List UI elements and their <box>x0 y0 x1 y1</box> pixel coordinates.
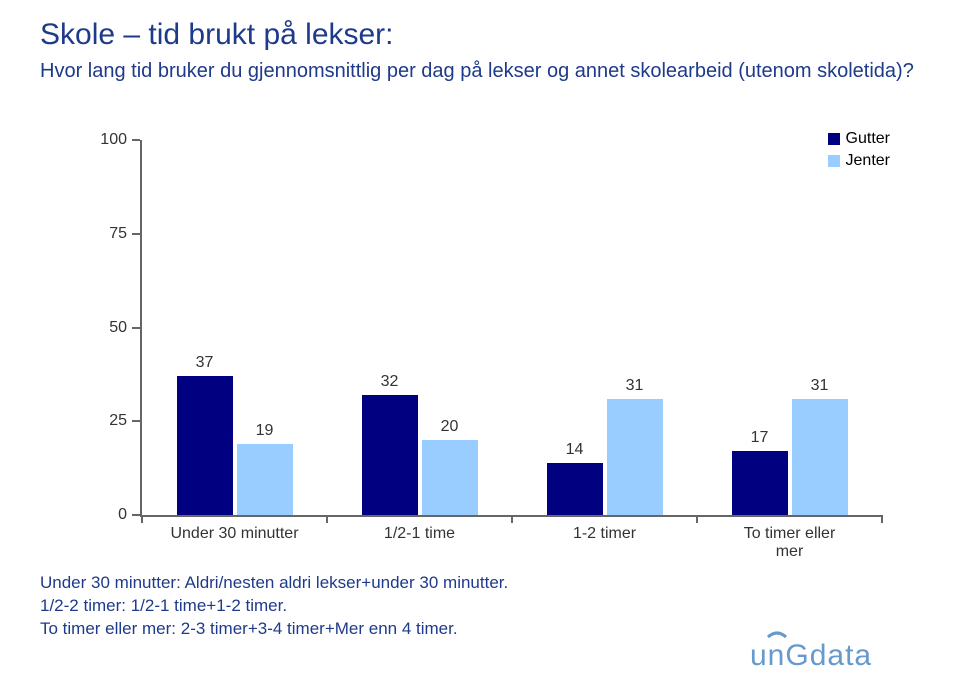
y-axis-label: 25 <box>82 412 127 430</box>
bar <box>792 399 848 515</box>
footnote-line: Under 30 minutter: Aldri/nesten aldri le… <box>40 571 508 594</box>
bar-value-label: 20 <box>420 418 480 436</box>
svg-text:unGdata: unGdata <box>750 639 872 672</box>
x-axis-label: To timer eller mer <box>743 525 836 561</box>
bar-value-label: 19 <box>235 422 295 440</box>
y-axis-label: 50 <box>82 319 127 337</box>
x-tick <box>881 515 883 523</box>
bar <box>547 463 603 516</box>
bar <box>607 399 663 515</box>
bar-chart: Gutter Jenter 0255075100Under 30 minutte… <box>60 130 900 550</box>
plot-area: 0255075100Under 30 minutter37191/2-1 tim… <box>140 140 882 517</box>
bar <box>237 444 293 515</box>
y-axis-label: 75 <box>82 225 127 243</box>
bar <box>362 395 418 515</box>
x-tick <box>326 515 328 523</box>
footnote-line: 1/2-2 timer: 1/2-1 time+1-2 timer. <box>40 594 508 617</box>
x-tick <box>141 515 143 523</box>
bar-value-label: 14 <box>545 441 605 459</box>
x-tick <box>511 515 513 523</box>
y-tick <box>132 233 140 235</box>
bar-value-label: 31 <box>790 377 850 395</box>
footnote-line: To timer eller mer: 2-3 timer+3-4 timer+… <box>40 617 508 640</box>
y-tick <box>132 420 140 422</box>
x-axis-label: 1-2 timer <box>573 525 636 543</box>
x-axis-label: 1/2-1 time <box>384 525 455 543</box>
bar <box>177 376 233 515</box>
bar <box>732 451 788 515</box>
y-tick <box>132 139 140 141</box>
y-axis-label: 0 <box>82 506 127 524</box>
bar-value-label: 31 <box>605 377 665 395</box>
y-tick <box>132 514 140 516</box>
y-tick <box>132 327 140 329</box>
footnotes: Under 30 minutter: Aldri/nesten aldri le… <box>40 571 508 640</box>
x-axis-label: Under 30 minutter <box>170 525 298 543</box>
bar-value-label: 32 <box>360 373 420 391</box>
bar-value-label: 37 <box>175 354 235 372</box>
bar <box>422 440 478 515</box>
ungdata-logo: unGdata <box>750 631 930 675</box>
page-subtitle: Hvor lang tid bruker du gjennomsnittlig … <box>40 58 914 84</box>
page-title: Skole – tid brukt på lekser: <box>40 18 394 52</box>
y-axis-label: 100 <box>82 131 127 149</box>
x-tick <box>696 515 698 523</box>
bar-value-label: 17 <box>730 429 790 447</box>
